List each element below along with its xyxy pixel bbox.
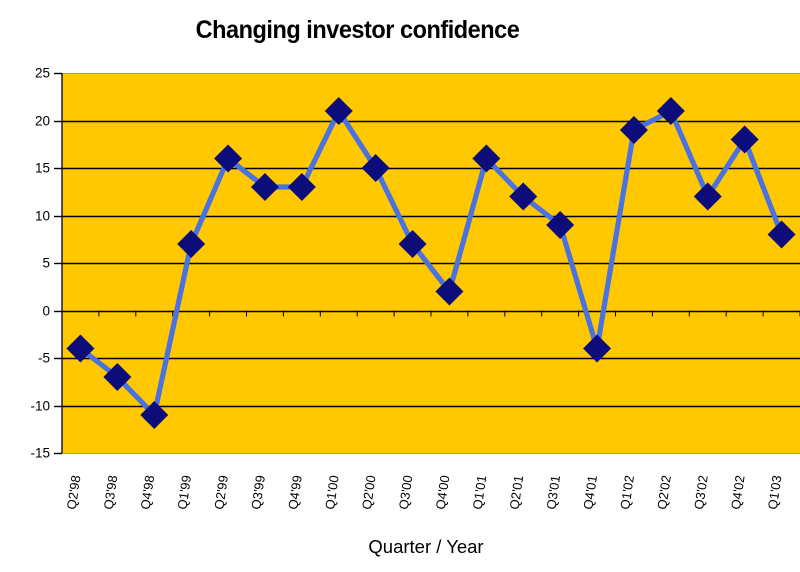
svg-text:20: 20 (35, 114, 50, 129)
svg-text:Q3'98: Q3'98 (101, 474, 121, 510)
svg-text:10: 10 (35, 209, 50, 224)
svg-text:Q3'00: Q3'00 (396, 474, 416, 510)
svg-text:Q1'02: Q1'02 (617, 474, 637, 510)
svg-text:Quarter / Year: Quarter / Year (368, 536, 483, 557)
svg-text:Q4'99: Q4'99 (285, 474, 305, 510)
svg-text:Q3'99: Q3'99 (248, 474, 268, 510)
svg-text:Q1'99: Q1'99 (174, 474, 194, 510)
svg-text:Q4'00: Q4'00 (433, 474, 453, 510)
svg-text:5: 5 (42, 256, 50, 271)
svg-text:Q1'01: Q1'01 (470, 474, 490, 510)
svg-text:Q2'01: Q2'01 (507, 474, 527, 510)
svg-text:Q1'03: Q1'03 (765, 474, 785, 510)
svg-text:15: 15 (35, 161, 50, 176)
svg-text:-15: -15 (30, 446, 50, 461)
svg-text:Q2'00: Q2'00 (359, 474, 379, 510)
svg-text:Q4'01: Q4'01 (580, 474, 600, 510)
svg-text:Q4'98: Q4'98 (138, 474, 158, 510)
svg-text:-5: -5 (38, 351, 50, 366)
svg-text:Q2'98: Q2'98 (64, 474, 84, 510)
svg-text:25: 25 (35, 66, 50, 81)
svg-text:Q1'00: Q1'00 (322, 474, 342, 510)
svg-text:Q4'02: Q4'02 (728, 474, 748, 510)
svg-text:Q3'01: Q3'01 (543, 474, 563, 510)
svg-text:0: 0 (42, 304, 50, 319)
svg-text:-10: -10 (30, 399, 50, 414)
svg-text:Q2'99: Q2'99 (211, 474, 231, 510)
svg-text:Q2'02: Q2'02 (654, 474, 674, 510)
svg-text:Q3'02: Q3'02 (691, 474, 711, 510)
